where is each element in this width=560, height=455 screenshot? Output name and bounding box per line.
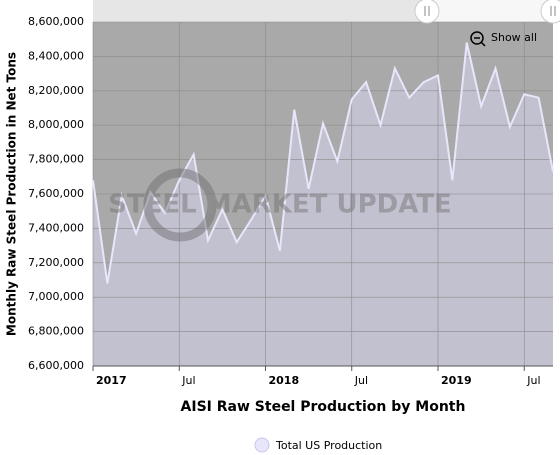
x-axis-title: AISI Raw Steel Production by Month [181,399,466,415]
y-tick-label: 8,400,000 [28,49,84,62]
y-tick-label: 7,600,000 [28,187,84,200]
y-tick-label: 6,600,000 [28,359,84,372]
legend-label[interactable]: Total US Production [275,439,382,452]
navigator-window [427,0,553,22]
show-all-button[interactable]: Show all [470,31,537,47]
x-tick-label: Jul [354,374,368,387]
x-tick-label: 2019 [441,374,472,387]
zoom-icon [474,37,486,47]
button-label[interactable]: Show all [491,31,537,44]
x-tick-label: Jul [181,374,195,387]
legend-marker[interactable] [254,437,270,453]
navigator-handle[interactable] [414,0,440,24]
x-tick-label: Jul [526,374,540,387]
y-tick-label: 8,600,000 [28,15,84,28]
watermark-group: STEEL MARKET UPDATE [108,168,452,242]
y-tick-label: 8,000,000 [28,118,84,131]
watermark: STEEL MARKET UPDATE [108,190,452,220]
y-axis-title: Monthly Raw Steel Production in Net Tons [5,52,19,336]
watermark-logo [143,168,217,242]
y-tick-label: 7,200,000 [28,256,84,269]
handle-grip [424,6,556,16]
x-tick-label: 2017 [96,374,127,387]
y-tick-label: 8,200,000 [28,84,84,97]
y-tick-label: 7,000,000 [28,290,84,303]
y-tick-label: 6,800,000 [28,325,84,338]
x-tick-label: 2018 [269,374,300,387]
line [92,42,554,284]
y-tick-label: 7,400,000 [28,221,84,234]
zoom-icon [470,31,484,45]
y-tick-label: 7,800,000 [28,153,84,166]
